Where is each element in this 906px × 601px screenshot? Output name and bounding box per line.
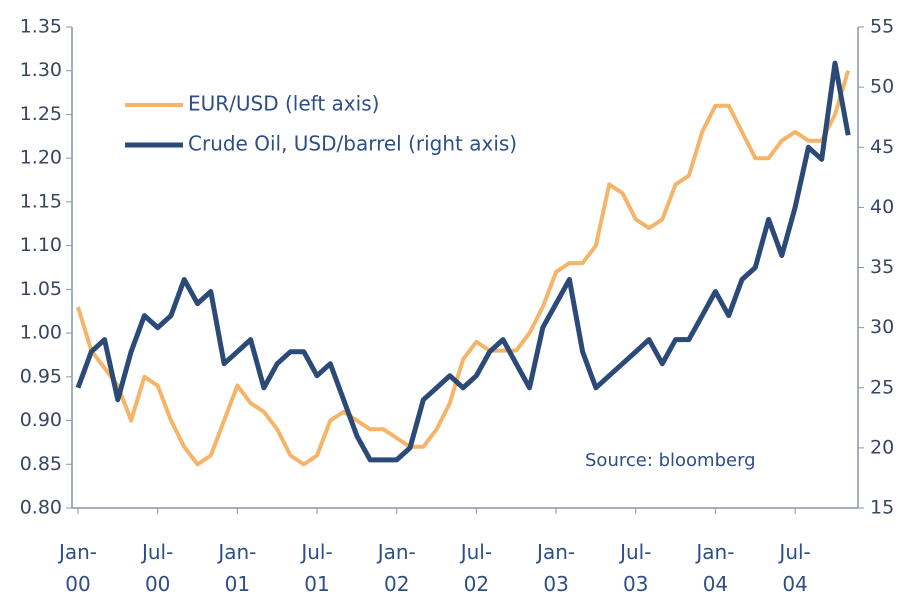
y2-tick-label: 35 <box>870 256 894 278</box>
y-tick-label: 1.05 <box>20 278 62 300</box>
x-tick-label: Jul-00 <box>141 540 174 596</box>
y-tick-label: 1.35 <box>20 16 62 38</box>
y2-tick-label: 20 <box>870 436 894 458</box>
y-tick-label: 1.00 <box>20 322 62 344</box>
legend-label: Crude Oil, USD/barrel (right axis) <box>188 132 517 156</box>
y-tick-label: 1.20 <box>20 147 62 169</box>
x-tick-label: Jul-02 <box>460 540 493 596</box>
y-tick-label: 1.25 <box>20 103 62 125</box>
x-tick-label: Jan-01 <box>218 540 257 596</box>
x-tick-label: Jan-03 <box>537 540 576 596</box>
y-tick-label: 1.30 <box>20 59 62 81</box>
y2-tick-label: 50 <box>870 76 894 98</box>
source-note: Source: bloomberg <box>585 450 756 471</box>
x-tick-label: Jan-04 <box>696 540 735 596</box>
y-tick-label: 0.85 <box>20 453 62 475</box>
series-line <box>76 70 851 467</box>
x-tick-label: Jan-02 <box>377 540 416 596</box>
legend-label: EUR/USD (left axis) <box>188 92 379 116</box>
y-tick-label: 1.15 <box>20 190 62 212</box>
y-tick-label: 0.90 <box>20 409 62 431</box>
y2-tick-label: 40 <box>870 196 894 218</box>
x-tick-label: Jul-01 <box>301 540 333 596</box>
y2-tick-label: 30 <box>870 316 894 338</box>
y2-tick-label: 55 <box>870 16 894 38</box>
y2-tick-label: 45 <box>870 136 894 158</box>
y-tick-label: 0.95 <box>20 365 62 387</box>
series-line <box>75 60 851 463</box>
y2-tick-label: 15 <box>870 497 894 519</box>
y2-tick-label: 25 <box>870 376 894 398</box>
y-tick-label: 1.10 <box>20 234 62 256</box>
y-tick-label: 0.80 <box>20 497 62 519</box>
x-tick-label: Jul-03 <box>620 540 652 596</box>
x-tick-label: Jan-00 <box>58 540 98 596</box>
x-tick-label: Jul-04 <box>779 540 811 596</box>
